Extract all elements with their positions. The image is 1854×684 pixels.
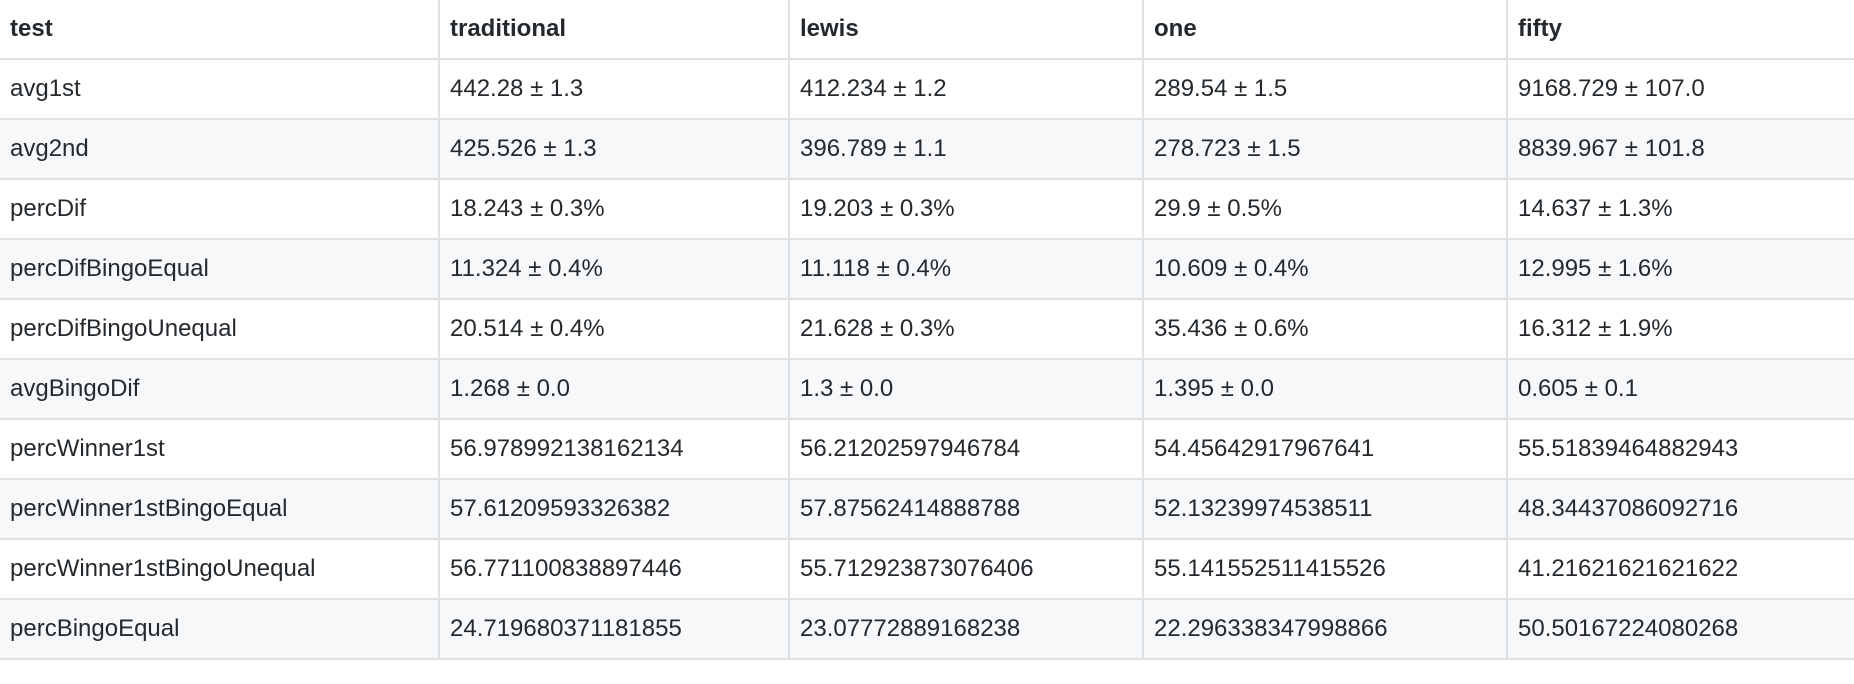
header-row: test traditional lewis one fifty (0, 0, 1854, 60)
table-row: percWinner1stBingoEqual 57.6120959332638… (0, 478, 1854, 540)
table-cell: 56.771100838897446 (438, 538, 790, 600)
table-row: percWinner1st 56.978992138162134 56.2120… (0, 418, 1854, 480)
header-traditional: traditional (438, 0, 790, 60)
table-row: percDifBingoEqual 11.324 ± 0.4% 11.118 ±… (0, 238, 1854, 300)
table-cell: 55.712923873076406 (788, 538, 1144, 600)
table-cell: 20.514 ± 0.4% (438, 298, 790, 360)
row-label: percWinner1st (0, 418, 440, 480)
table-row: percBingoEqual 24.71968037118185​5 23.07… (0, 598, 1854, 660)
table-cell: 48.34437086092716 (1506, 478, 1854, 540)
table-row: percDifBingoUnequal 20.514 ± 0.4% 21.628… (0, 298, 1854, 360)
table-cell: 1.268 ± 0.0 (438, 358, 790, 420)
row-label: avg2nd (0, 118, 440, 180)
table-cell: 54.45642917967641 (1142, 418, 1508, 480)
table-cell: 22.296338347998866 (1142, 598, 1508, 660)
table-cell: 23.07772889168238 (788, 598, 1144, 660)
table-cell: 396.789 ± 1.1 (788, 118, 1144, 180)
table-cell: 1.395 ± 0.0 (1142, 358, 1508, 420)
table-cell: 14.637 ± 1.3% (1506, 178, 1854, 240)
table-cell: 41.21621621621622 (1506, 538, 1854, 600)
table-cell: 56.978992138162134 (438, 418, 790, 480)
table-cell: 19.203 ± 0.3% (788, 178, 1144, 240)
table-cell: 10.609 ± 0.4% (1142, 238, 1508, 300)
table-cell: 11.118 ± 0.4% (788, 238, 1144, 300)
row-label: percDif (0, 178, 440, 240)
table-cell: 35.436 ± 0.6% (1142, 298, 1508, 360)
table-cell: 50.50167224080268 (1506, 598, 1854, 660)
table-cell: 1.3 ± 0.0 (788, 358, 1144, 420)
table-cell: 52.13239974538511 (1142, 478, 1508, 540)
table-cell: 24.71968037118185​5 (438, 598, 790, 660)
table-row: avgBingoDif 1.268 ± 0.0 1.3 ± 0.0 1.395 … (0, 358, 1854, 420)
table-row: avg2nd 425.526 ± 1.3 396.789 ± 1.1 278.7… (0, 118, 1854, 180)
row-label: avgBingoDif (0, 358, 440, 420)
results-table: test traditional lewis one fifty avg1st … (0, 0, 1854, 660)
table-cell: 55.141552511415526 (1142, 538, 1508, 600)
table-cell: 0.605 ± 0.1 (1506, 358, 1854, 420)
table-cell: 8839.967 ± 101.8 (1506, 118, 1854, 180)
row-label: percWinner1stBingoUnequal (0, 538, 440, 600)
table-cell: 29.9 ± 0.5% (1142, 178, 1508, 240)
table-cell: 278.723 ± 1.5 (1142, 118, 1508, 180)
header-lewis: lewis (788, 0, 1144, 60)
table-row: percDif 18.243 ± 0.3% 19.203 ± 0.3% 29.9… (0, 178, 1854, 240)
table-cell: 412.234 ± 1.2 (788, 58, 1144, 120)
header-one: one (1142, 0, 1508, 60)
table-cell: 12.995 ± 1.6% (1506, 238, 1854, 300)
table-cell: 11.324 ± 0.4% (438, 238, 790, 300)
table-row: avg1st 442.28 ± 1.3 412.234 ± 1.2 289.54… (0, 58, 1854, 120)
table-cell: 16.312 ± 1.9% (1506, 298, 1854, 360)
row-label: percDifBingoEqual (0, 238, 440, 300)
table-cell: 21.628 ± 0.3% (788, 298, 1144, 360)
row-label: percBingoEqual (0, 598, 440, 660)
table-row: percWinner1stBingoUnequal 56.77110083889… (0, 538, 1854, 600)
table-cell: 425.526 ± 1.3 (438, 118, 790, 180)
table-cell: 442.28 ± 1.3 (438, 58, 790, 120)
table-cell: 56.21202597946784 (788, 418, 1144, 480)
table-cell: 57.87562414888788 (788, 478, 1144, 540)
header-fifty: fifty (1506, 0, 1854, 60)
row-label: percWinner1stBingoEqual (0, 478, 440, 540)
row-label: percDifBingoUnequal (0, 298, 440, 360)
table-cell: 289.54 ± 1.5 (1142, 58, 1508, 120)
table-cell: 55.51839464882943 (1506, 418, 1854, 480)
table-cell: 57.61209593326382 (438, 478, 790, 540)
row-label: avg1st (0, 58, 440, 120)
header-test: test (0, 0, 440, 60)
table-cell: 18.243 ± 0.3% (438, 178, 790, 240)
table-cell: 9168.729 ± 107.0 (1506, 58, 1854, 120)
